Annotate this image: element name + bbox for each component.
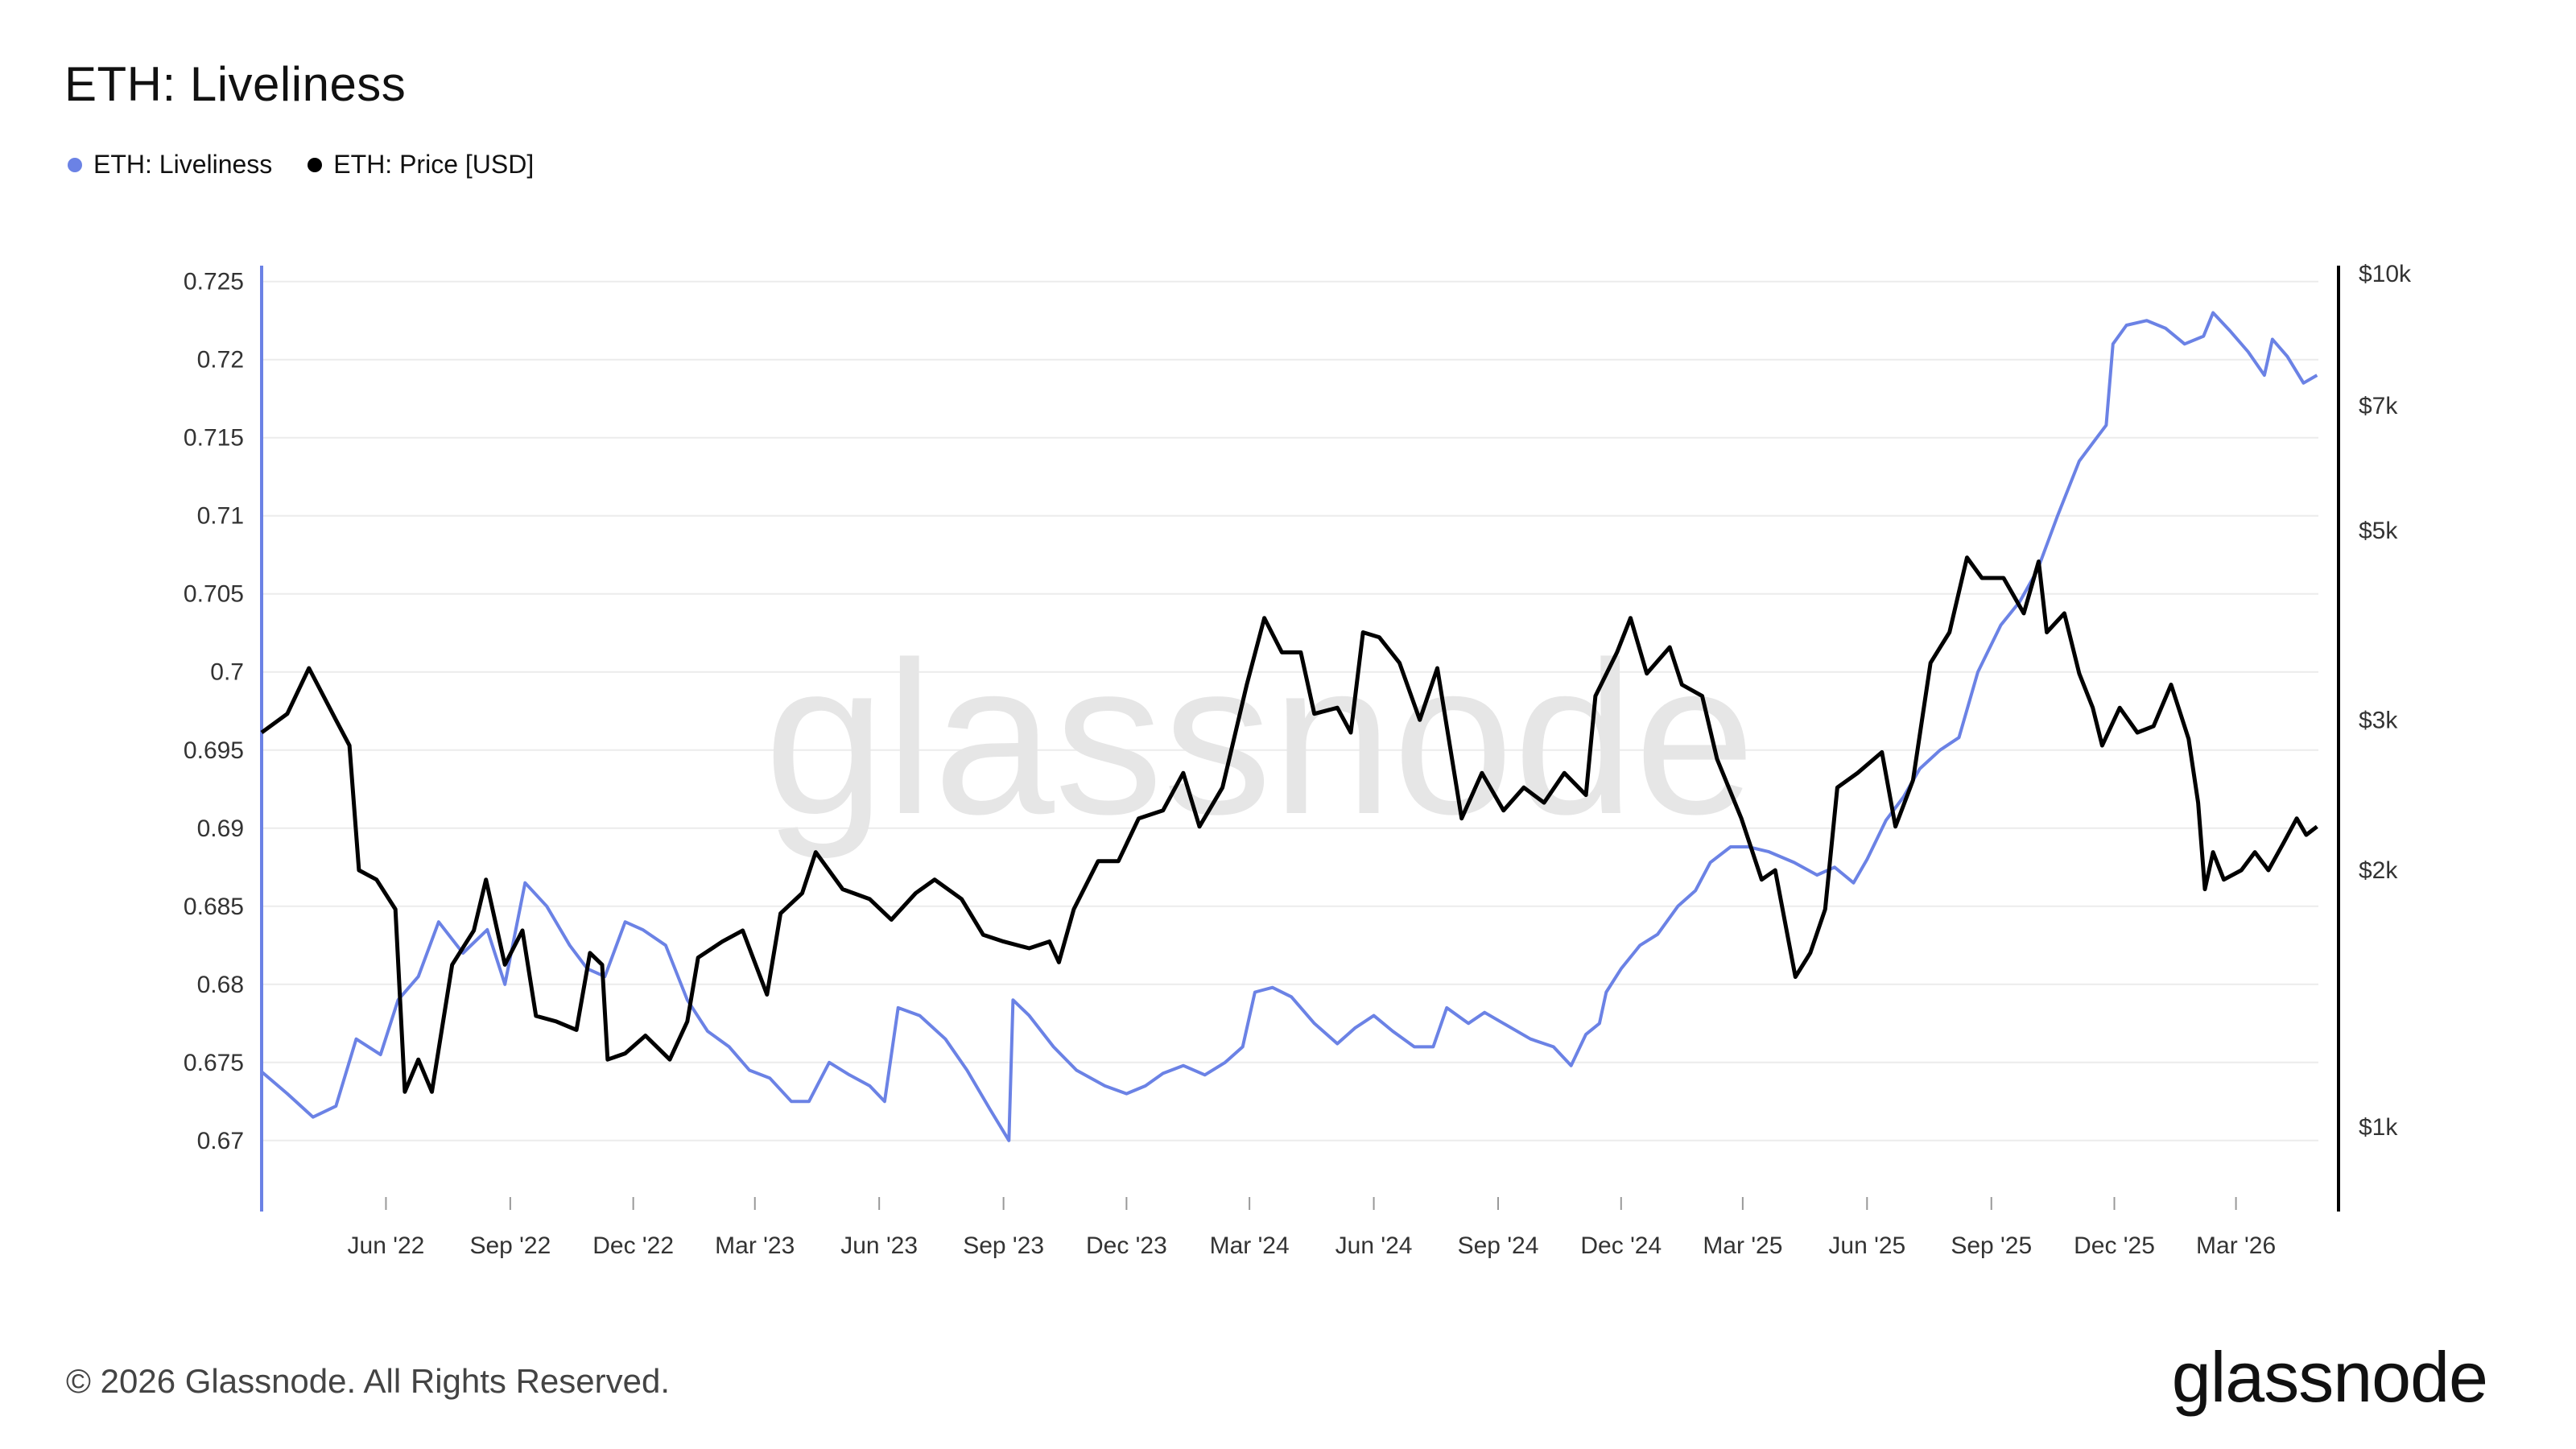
x-tick-label: Jun '25	[1828, 1232, 1905, 1259]
series-group	[260, 311, 2318, 1142]
y-right-tick-label: $2k	[2359, 857, 2398, 884]
y-right-tick-label: $5k	[2359, 518, 2398, 544]
x-tick-label: Jun '24	[1335, 1232, 1413, 1259]
legend-dot-liveliness	[68, 157, 82, 172]
y-left-tick-label: 0.705	[184, 581, 244, 608]
y-left-tick-label: 0.72	[197, 347, 244, 374]
left-axis: 0.725 0.72 0.715 0.71 0.705 0.7 0.695 0.69 0.685…	[184, 266, 263, 1212]
y-left-tick-label: 0.685	[184, 894, 244, 920]
legend-item-price[interactable]: ETH: Price [USD]	[308, 150, 534, 180]
x-tick-label: Mar '26	[2196, 1232, 2276, 1259]
copyright-footer: © 2026 Glassnode. All Rights Reserved.	[66, 1362, 671, 1400]
legend-label-price: ETH: Price [USD]	[333, 150, 535, 179]
y-left-tick-label: 0.715	[184, 425, 244, 452]
x-tick-label: Sep '23	[963, 1232, 1044, 1259]
right-axis: $10k $7k $5k $3k $2k $1k	[2337, 261, 2412, 1212]
y-right-tick-label: $10k	[2359, 261, 2412, 287]
chart-title: ETH: Liveliness	[64, 57, 407, 111]
gridlines	[262, 280, 2318, 1141]
y-right-tick-label: $7k	[2359, 393, 2398, 419]
x-tick-label: Sep '25	[1951, 1232, 2032, 1259]
legend-item-liveliness[interactable]: ETH: Liveliness	[68, 150, 272, 180]
y-right-tick-label: $1k	[2359, 1114, 2398, 1141]
y-left-tick-label: 0.67	[197, 1128, 244, 1154]
series-line-price	[260, 555, 2318, 1094]
legend-label-liveliness: ETH: Liveliness	[93, 150, 273, 179]
x-tick-label: Mar '23	[715, 1232, 795, 1259]
y-right-tick-label: $3k	[2359, 707, 2398, 733]
x-tick-label: Sep '22	[469, 1232, 551, 1259]
legend-dot-price	[308, 157, 323, 172]
y-left-tick-label: 0.69	[197, 815, 244, 842]
x-tick-label: Mar '24	[1210, 1232, 1290, 1259]
x-tick-label: Mar '25	[1703, 1232, 1782, 1259]
watermark: glassnode	[765, 617, 1756, 861]
x-tick-label: Dec '24	[1580, 1232, 1662, 1259]
x-tick-label: Dec '22	[592, 1232, 674, 1259]
x-tick-label: Dec '25	[2074, 1232, 2155, 1259]
y-left-tick-label: 0.695	[184, 737, 244, 764]
x-tick-label: Dec '23	[1086, 1232, 1167, 1259]
x-tick-label: Sep '24	[1458, 1232, 1539, 1259]
x-axis: Jun '22 Sep '22 Dec '22 Mar '23 Jun '23 Sep '…	[348, 1197, 2276, 1259]
legend: ETH: Liveliness ETH: Price [USD]	[68, 150, 534, 180]
brand-logo: glassnode	[2171, 1337, 2488, 1417]
y-left-tick-label: 0.68	[197, 972, 244, 998]
y-left-tick-label: 0.71	[197, 503, 244, 530]
y-left-tick-label: 0.675	[184, 1050, 244, 1076]
x-tick-label: Jun '22	[348, 1232, 425, 1259]
y-left-tick-label: 0.7	[210, 659, 244, 686]
y-left-tick-label: 0.725	[184, 269, 244, 295]
x-tick-label: Jun '23	[840, 1232, 918, 1259]
